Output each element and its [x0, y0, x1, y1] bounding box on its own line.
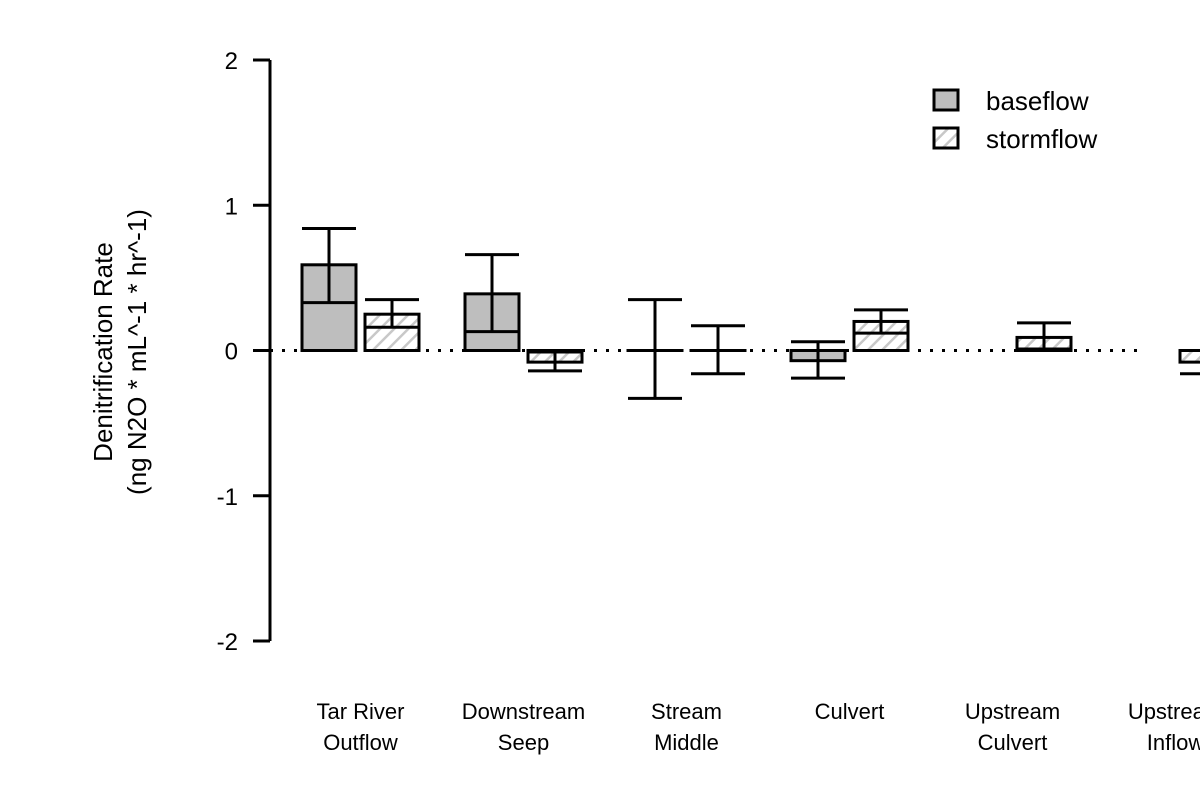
x-tick-label: Culvert	[815, 699, 885, 724]
y-tick-label: -2	[217, 629, 238, 656]
x-tick-label: Tar River	[316, 699, 404, 724]
y-axis: 2 1 0 -1 -2	[217, 48, 272, 656]
y-tick-label: 0	[225, 339, 238, 366]
y-tick-label: -1	[217, 484, 238, 511]
y-ticks: 2 1 0 -1 -2	[217, 48, 270, 656]
x-tick-label: Outflow	[323, 730, 398, 755]
y-axis-label-line-1: Denitrification Rate	[88, 242, 118, 462]
legend-swatch-baseflow	[932, 88, 960, 112]
legend-label-stormflow: stormflow	[986, 124, 1097, 154]
x-tick-label: Upstream	[965, 699, 1060, 724]
legend-label-baseflow: baseflow	[986, 86, 1089, 116]
y-axis-label: Denitrification Rate (ng N2O * mL^-1 * h…	[88, 209, 152, 495]
x-tick-label: Middle	[654, 730, 719, 755]
y-tick-label: 1	[225, 193, 238, 220]
x-tick-labels: Tar River Outflow Downstream Seep Stream Midd…	[316, 699, 1200, 755]
bar-stormflow	[1178, 349, 1200, 364]
x-tick-label: Upstream	[1128, 699, 1200, 724]
x-tick-label: Culvert	[978, 730, 1048, 755]
x-tick-label: Seep	[498, 730, 549, 755]
legend-swatch-stormflow	[932, 126, 960, 150]
legend-item-baseflow: baseflow	[932, 86, 1089, 116]
y-tick-label: 2	[225, 48, 238, 75]
y-axis-label-line-2: (ng N2O * mL^-1 * hr^-1)	[122, 209, 152, 495]
x-tick-label: Inflow	[1147, 730, 1200, 755]
legend: baseflow stormflow	[932, 86, 1097, 154]
legend-item-stormflow: stormflow	[932, 124, 1097, 154]
bars	[300, 226, 1200, 400]
x-tick-label: Downstream	[462, 699, 585, 724]
x-tick-label: Stream	[651, 699, 722, 724]
